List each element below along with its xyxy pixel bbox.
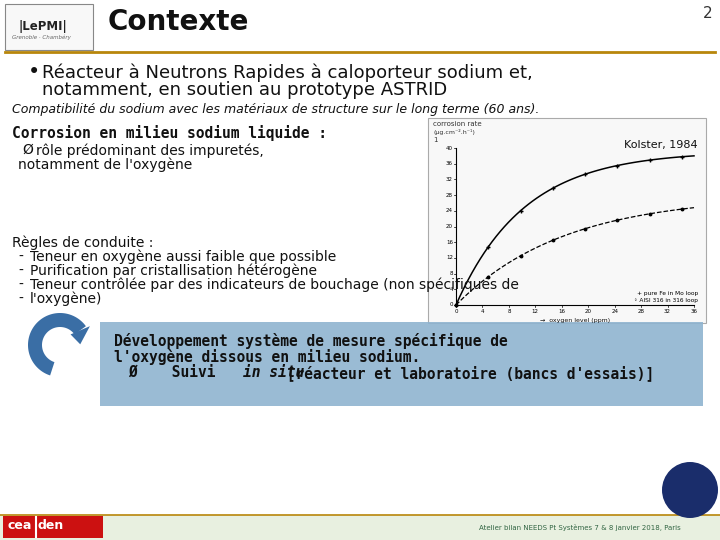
Text: 8: 8 [449,271,453,276]
Text: 4: 4 [481,309,484,314]
Polygon shape [28,313,86,375]
Text: |LePMI|: |LePMI| [18,20,67,33]
Text: Teneur en oxygène aussi faible que possible: Teneur en oxygène aussi faible que possi… [30,250,336,265]
Text: Corrosion en milieu sodium liquide :: Corrosion en milieu sodium liquide : [12,125,327,141]
Text: (µg.cm⁻².h⁻¹): (µg.cm⁻².h⁻¹) [433,129,475,135]
Text: 20: 20 [446,224,453,229]
Text: + pure Fe in Mo loop: + pure Fe in Mo loop [636,291,698,296]
Text: 36: 36 [446,161,453,166]
Text: →  oxygen level (ppm): → oxygen level (ppm) [540,318,610,323]
Text: notamment, en soutien au prototype ASTRID: notamment, en soutien au prototype ASTRI… [42,81,447,99]
Text: ◦ AISI 316 in 316 loop: ◦ AISI 316 in 316 loop [634,298,698,303]
Text: cea: cea [8,519,32,532]
Text: 0: 0 [454,309,458,314]
Text: den: den [38,519,64,532]
Text: Contexte: Contexte [108,8,249,36]
Text: 16: 16 [446,240,453,245]
Text: 24: 24 [446,208,453,213]
Text: notamment de l'oxygène: notamment de l'oxygène [18,158,192,172]
Text: Développement système de mesure spécifique de: Développement système de mesure spécifiq… [114,333,508,349]
Text: 32: 32 [446,177,453,182]
Text: 32: 32 [664,309,671,314]
Text: Atelier bilan NEEDS Pt Systèmes 7 & 8 janvier 2018, Paris: Atelier bilan NEEDS Pt Systèmes 7 & 8 ja… [479,524,681,531]
Text: 24: 24 [611,309,618,314]
Text: 40: 40 [446,145,453,151]
Text: [réacteur et laboratoire (bancs d'essais)]: [réacteur et laboratoire (bancs d'essais… [278,365,654,381]
Text: 28: 28 [446,193,453,198]
Text: 4: 4 [449,287,453,292]
Text: l'oxygène dissous en milieu sodium.: l'oxygène dissous en milieu sodium. [114,349,420,365]
Text: Purification par cristallisation hétérogène: Purification par cristallisation hétérog… [30,264,317,279]
Text: cnrs: cnrs [678,485,703,495]
Text: -: - [18,264,23,278]
Text: 1: 1 [433,137,438,143]
Text: Kolster, 1984: Kolster, 1984 [624,140,698,150]
Text: rôle prédominant des impuretés,: rôle prédominant des impuretés, [36,143,264,158]
Polygon shape [71,326,90,345]
Text: -: - [18,292,23,306]
Text: Ø    Suivi: Ø Suivi [128,365,224,380]
Text: 12: 12 [532,309,539,314]
Circle shape [662,462,718,518]
Text: 16: 16 [558,309,565,314]
Text: Compatibilité du sodium avec les matériaux de structure sur le long terme (60 an: Compatibilité du sodium avec les matéria… [12,103,539,116]
Text: 12: 12 [446,255,453,260]
Text: Teneur contrôlée par des indicateurs de bouchage (non spécifiques de: Teneur contrôlée par des indicateurs de … [30,278,519,293]
Text: in situ: in situ [243,365,305,380]
Text: -: - [18,278,23,292]
Text: 0: 0 [449,302,453,307]
Text: 20: 20 [585,309,592,314]
FancyBboxPatch shape [100,322,703,406]
Text: 2: 2 [703,6,712,21]
Text: 28: 28 [638,309,644,314]
Text: l'oxygène): l'oxygène) [30,292,102,307]
Text: -: - [18,250,23,264]
FancyBboxPatch shape [428,118,706,323]
Text: corrosion rate: corrosion rate [433,121,482,127]
Text: 36: 36 [690,309,698,314]
Text: Ø: Ø [22,143,33,157]
Text: Règles de conduite :: Règles de conduite : [12,235,153,249]
Text: •: • [28,62,40,82]
FancyBboxPatch shape [3,516,103,538]
FancyBboxPatch shape [5,4,93,50]
Text: 8: 8 [507,309,510,314]
FancyBboxPatch shape [0,515,720,540]
Text: Grenoble · Chambéry: Grenoble · Chambéry [12,35,71,40]
Text: Réacteur à Neutrons Rapides à caloporteur sodium et,: Réacteur à Neutrons Rapides à caloporteu… [42,63,533,82]
